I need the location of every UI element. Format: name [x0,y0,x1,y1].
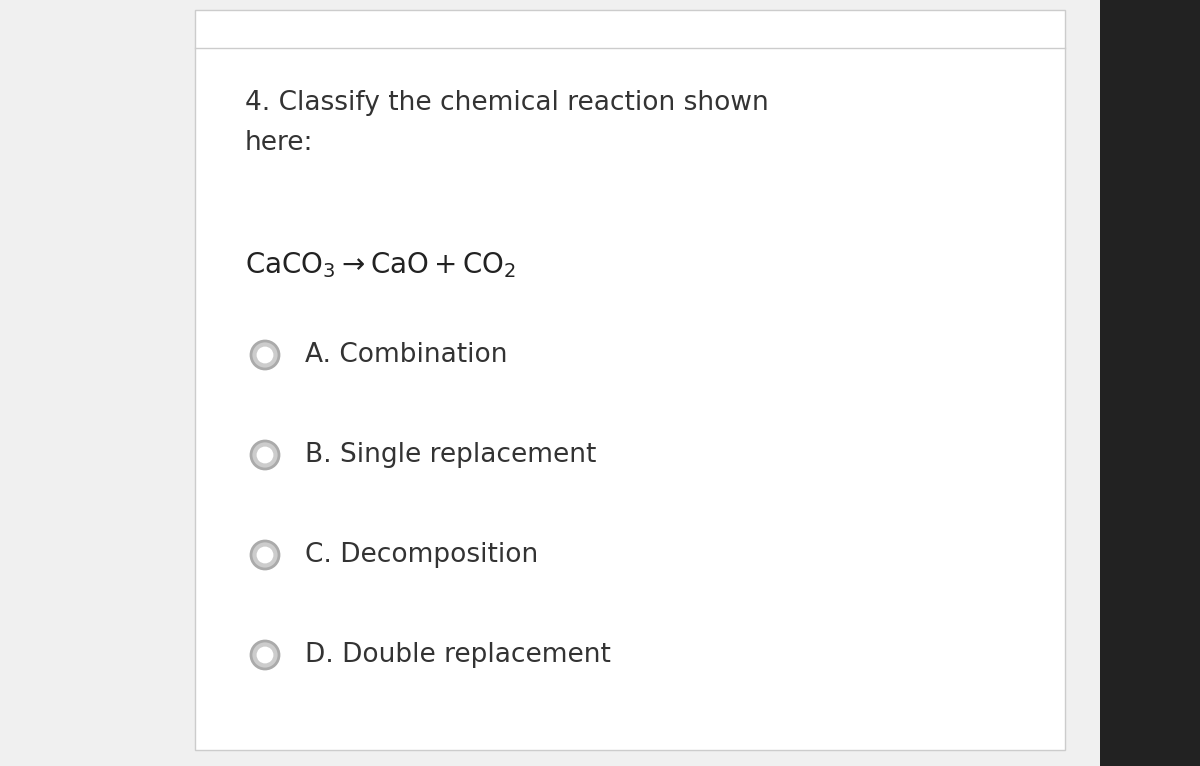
Circle shape [251,641,278,669]
Text: C. Decomposition: C. Decomposition [305,542,539,568]
Text: A. Combination: A. Combination [305,342,508,368]
Circle shape [257,647,274,663]
Bar [194,10,1066,750]
Circle shape [257,547,274,564]
Circle shape [251,341,278,369]
Text: 4. Classify the chemical reaction shown: 4. Classify the chemical reaction shown [245,90,769,116]
Circle shape [257,346,274,363]
Text: D. Double replacement: D. Double replacement [305,642,611,668]
Text: here:: here: [245,130,313,156]
Text: $\mathregular{CaCO_3 \rightarrow CaO + CO_2}$: $\mathregular{CaCO_3 \rightarrow CaO + C… [245,250,516,280]
Text: B. Single replacement: B. Single replacement [305,442,596,468]
Bar [1100,0,1200,766]
Circle shape [251,541,278,569]
Circle shape [257,447,274,463]
Circle shape [251,441,278,469]
